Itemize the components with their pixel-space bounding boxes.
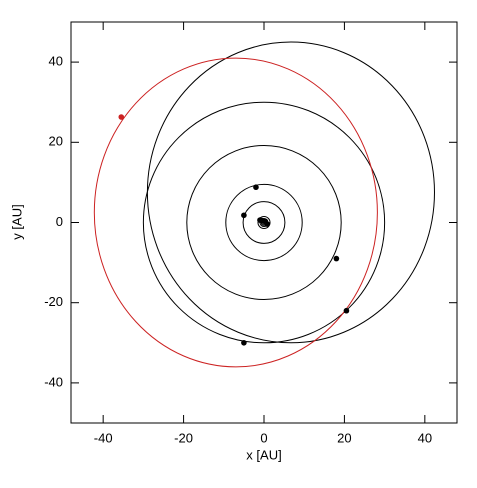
planet-point <box>241 212 247 219</box>
planet-point <box>118 114 125 120</box>
y-axis-label: y [AU] <box>9 204 24 239</box>
y-tick-label: -20 <box>44 294 63 309</box>
orbit <box>142 101 386 344</box>
x-tick-label: 40 <box>418 430 432 445</box>
planet-point <box>343 307 350 314</box>
y-tick-label: -40 <box>44 374 63 389</box>
orbit <box>257 215 271 230</box>
planet-point <box>333 255 340 262</box>
x-tick-label: 20 <box>337 430 351 445</box>
planet-point <box>257 217 263 223</box>
x-tick-label: -40 <box>94 430 113 445</box>
orbit <box>242 201 286 244</box>
planet-point <box>241 340 247 346</box>
orbit <box>186 145 342 300</box>
planet-point <box>253 184 259 191</box>
x-tick-label: 0 <box>260 430 267 445</box>
y-tick-label: 20 <box>49 134 63 149</box>
x-axis-label: x [AU] <box>246 447 281 462</box>
y-tick-label: 0 <box>56 214 63 229</box>
planet-point <box>264 221 271 227</box>
x-tick-label: -20 <box>174 430 193 445</box>
orbit <box>93 57 378 368</box>
orbit <box>146 41 435 344</box>
orbit <box>225 183 303 262</box>
y-tick-label: 40 <box>49 54 63 69</box>
